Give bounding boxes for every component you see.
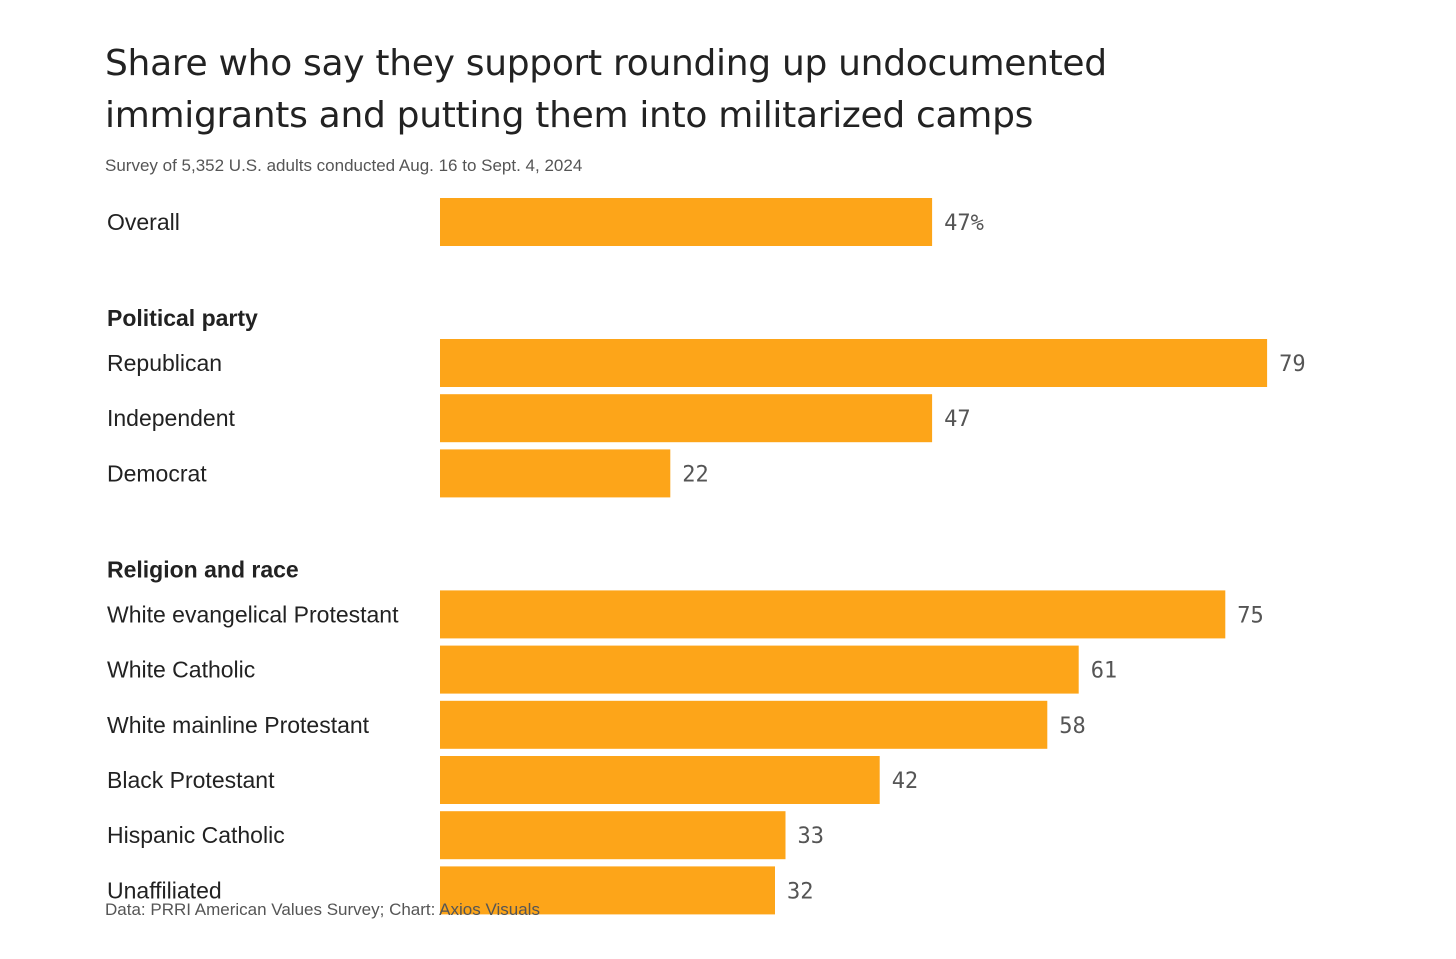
bar-row: Black Protestant 42	[107, 756, 918, 804]
value-label: 32	[787, 879, 814, 904]
category-label: White evangelical Protestant	[107, 601, 399, 627]
value-label: 79	[1279, 352, 1306, 377]
bar-row: Hispanic Catholic 33	[107, 811, 825, 860]
category-label: Republican	[107, 350, 222, 376]
category-label: Democrat	[107, 460, 207, 486]
value-label: 22	[682, 462, 709, 487]
bar	[440, 339, 1268, 387]
category-label: Overall	[107, 209, 180, 235]
chart-subtitle: Survey of 5,352 U.S. adults conducted Au…	[105, 156, 583, 175]
value-label: 42	[892, 769, 919, 794]
bar-row: Democrat 22	[107, 449, 709, 498]
bar	[440, 394, 933, 443]
bar-row: White evangelical Protestant 75	[107, 590, 1264, 639]
bar	[440, 700, 1048, 749]
bar	[440, 198, 933, 246]
bar-row: Independent 47	[107, 394, 971, 443]
bar	[440, 590, 1226, 639]
bar-row: Overall 47%	[107, 198, 984, 246]
bar-row: Unaffiliated 32	[107, 866, 814, 915]
group-heading: Political party	[107, 305, 258, 331]
chart-source: Data: PRRI American Values Survey; Chart…	[105, 900, 540, 919]
chart-title: Share who say they support rounding up u…	[105, 43, 1107, 136]
category-label: Black Protestant	[107, 767, 275, 793]
bar	[440, 645, 1079, 694]
category-label: White mainline Protestant	[107, 712, 370, 738]
bar-row: Republican 79	[107, 339, 1306, 387]
bar	[440, 866, 775, 915]
bar	[440, 449, 671, 498]
category-label: Independent	[107, 405, 236, 431]
bar	[440, 756, 880, 804]
value-label: 33	[798, 824, 825, 849]
category-label: Hispanic Catholic	[107, 822, 285, 848]
category-label: White Catholic	[107, 657, 255, 683]
value-label: 75	[1237, 603, 1264, 628]
bar-row: White mainline Protestant 58	[107, 700, 1086, 749]
value-label: 47%	[944, 211, 984, 236]
value-label: 58	[1059, 714, 1086, 739]
value-label: 61	[1091, 659, 1118, 684]
category-label: Unaffiliated	[107, 877, 222, 903]
bar	[440, 811, 786, 860]
bar-row: White Catholic 61	[107, 645, 1118, 694]
group-heading: Religion and race	[107, 556, 299, 582]
value-label: 47	[944, 407, 971, 432]
